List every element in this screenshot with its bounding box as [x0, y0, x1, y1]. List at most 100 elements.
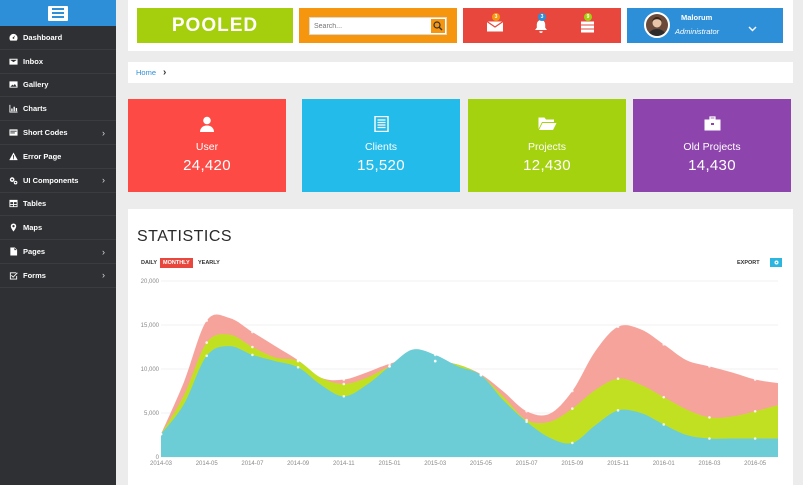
sidebar-toggle-button[interactable]: [0, 0, 116, 26]
search-input[interactable]: [310, 18, 428, 34]
data-point[interactable]: [662, 423, 666, 426]
sidebar-item-label: Maps: [23, 223, 43, 233]
data-point[interactable]: [708, 416, 711, 419]
sidebar-item-error-page[interactable]: Error Page: [0, 145, 116, 169]
data-point[interactable]: [662, 343, 666, 346]
data-point[interactable]: [251, 353, 254, 357]
chevron-right-icon: ›: [102, 127, 105, 138]
sidebar-item-charts[interactable]: Charts: [0, 97, 116, 122]
range-daily-button[interactable]: DAILY: [141, 260, 157, 266]
range-monthly-button[interactable]: MONTHLY: [160, 258, 193, 268]
data-point[interactable]: [205, 354, 209, 358]
messages-notification[interactable]: 3: [487, 13, 503, 34]
stat-card-value: 12,430: [523, 157, 571, 174]
sidebar-item-tables[interactable]: Tables: [0, 193, 116, 217]
sidebar-item-label: Short Codes: [23, 128, 68, 138]
stat-card-clients[interactable]: Clients 15,520: [302, 99, 460, 192]
list-icon: [373, 116, 389, 132]
tasks-icon: [580, 21, 594, 33]
sidebar-item-forms[interactable]: Forms ›: [0, 264, 116, 288]
data-point[interactable]: [662, 395, 666, 399]
data-point[interactable]: [159, 432, 163, 436]
stat-card-user[interactable]: User 24,420: [128, 99, 286, 192]
pages-icon: [10, 247, 18, 256]
alerts-notification[interactable]: 3: [533, 13, 549, 34]
range-yearly-button[interactable]: YEARLY: [198, 260, 220, 266]
data-point[interactable]: [342, 394, 346, 398]
search-button[interactable]: [431, 19, 445, 33]
y-tick-label: 0: [156, 455, 160, 461]
data-point[interactable]: [616, 325, 620, 329]
tasks-notification[interactable]: 9: [579, 13, 595, 34]
folder-open-icon: [538, 117, 556, 130]
checkbox-icon: [9, 272, 18, 280]
export-button[interactable]: [770, 258, 782, 267]
data-point[interactable]: [616, 409, 620, 412]
menu-icon: [48, 5, 68, 21]
breadcrumb-home-link[interactable]: Home: [136, 68, 157, 77]
data-point[interactable]: [251, 345, 254, 349]
sidebar-item-label: Tables: [23, 199, 47, 209]
stat-card-value: 15,520: [357, 157, 405, 174]
x-tick-label: 2015-03: [424, 461, 447, 467]
data-point[interactable]: [433, 353, 437, 357]
data-point[interactable]: [205, 319, 209, 322]
chevron-right-icon: ›: [163, 67, 167, 78]
data-point[interactable]: [251, 330, 254, 334]
sidebar: Dashboard Inbox Gallery Charts Short Cod…: [0, 0, 116, 485]
sidebar-item-ui-components[interactable]: UI Components ›: [0, 169, 116, 193]
stat-card-value: 24,420: [183, 157, 231, 174]
user-menu[interactable]: Malorum Administrator: [627, 8, 783, 43]
app-logo[interactable]: POOLED: [137, 8, 293, 43]
data-point[interactable]: [479, 373, 483, 377]
sidebar-item-label: Error Page: [23, 151, 62, 161]
table-icon: [9, 200, 18, 208]
data-point[interactable]: [296, 359, 300, 363]
data-point[interactable]: [571, 389, 574, 393]
sidebar-item-maps[interactable]: Maps: [0, 216, 116, 241]
data-point[interactable]: [388, 365, 391, 368]
chevron-down-icon[interactable]: [748, 19, 757, 37]
x-tick-label: 2014-09: [287, 461, 310, 467]
sidebar-item-label: Forms: [23, 270, 46, 280]
stat-card-label: Clients: [364, 141, 398, 153]
data-point[interactable]: [753, 437, 757, 440]
area-series-3[interactable]: [161, 346, 778, 457]
data-point[interactable]: [616, 377, 620, 380]
export-label: EXPORT: [737, 260, 760, 266]
data-point[interactable]: [388, 362, 391, 366]
cogs-icon: [9, 176, 18, 185]
y-tick-label: 10,000: [141, 367, 160, 373]
x-tick-label: 2014-07: [241, 461, 264, 467]
sidebar-item-short-codes[interactable]: Short Codes ›: [0, 121, 116, 145]
sidebar-item-inbox[interactable]: Inbox: [0, 50, 116, 74]
data-point[interactable]: [708, 437, 711, 440]
data-point[interactable]: [708, 365, 711, 368]
user-role: Administrator: [675, 27, 720, 36]
sidebar-item-gallery[interactable]: Gallery: [0, 74, 116, 98]
sidebar-item-pages[interactable]: Pages ›: [0, 240, 116, 264]
stat-card-projects[interactable]: Projects 12,430: [468, 99, 626, 192]
data-point[interactable]: [525, 420, 528, 424]
sidebar-item-label: Inbox: [23, 56, 43, 66]
breadcrumb: Home ›: [128, 62, 793, 83]
short-codes-icon: [9, 129, 18, 136]
data-point[interactable]: [753, 409, 757, 413]
data-point[interactable]: [296, 365, 300, 369]
data-point[interactable]: [753, 378, 757, 381]
statistics-area-chart: 0 5,000 10,000 15,000 20,000 2014-03 2014-05 20…: [141, 279, 778, 467]
sidebar-item-label: UI Components: [23, 175, 79, 185]
search-panel: [299, 8, 457, 43]
data-point[interactable]: [342, 382, 346, 386]
data-point[interactable]: [571, 407, 574, 410]
data-point[interactable]: [342, 378, 346, 381]
data-point[interactable]: [433, 359, 437, 363]
user-icon: [200, 116, 214, 132]
dashboard-icon: [9, 33, 18, 41]
data-point[interactable]: [525, 409, 528, 413]
sidebar-item-dashboard[interactable]: Dashboard: [0, 26, 116, 50]
y-tick-label: 20,000: [141, 279, 160, 285]
stat-card-old-projects[interactable]: Old Projects 14,430: [633, 99, 791, 192]
data-point[interactable]: [205, 341, 209, 344]
data-point[interactable]: [571, 441, 574, 445]
